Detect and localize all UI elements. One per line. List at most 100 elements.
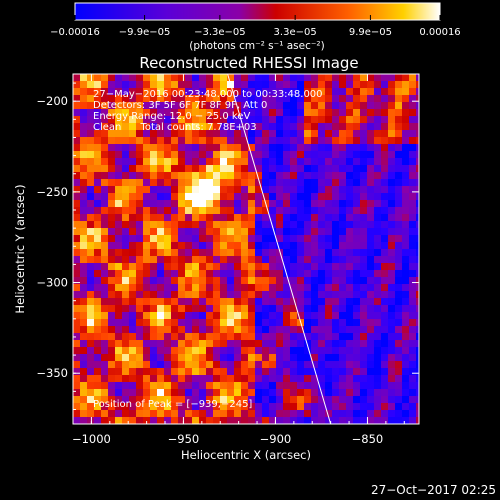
heatmap-cell [227,382,234,389]
heatmap-cell [353,340,360,347]
heatmap-cell [416,347,419,354]
heatmap-cell [157,368,164,375]
heatmap-cell [283,109,290,116]
heatmap-cell [80,207,87,214]
heatmap-cell [402,326,409,333]
solar-limb-line [227,74,332,424]
heatmap-cell [416,116,419,123]
heatmap-cell [395,249,402,256]
heatmap-cell [206,249,213,256]
heatmap-cell [122,389,129,396]
heatmap-cell [157,410,164,417]
heatmap-cell [339,102,346,109]
heatmap-cell [311,319,318,326]
heatmap-cell [353,298,360,305]
heatmap-cell [381,116,388,123]
heatmap-cell [283,326,290,333]
heatmap-cell [269,256,276,263]
heatmap-cell [325,151,332,158]
heatmap-cell [115,81,122,88]
heatmap-cell [213,333,220,340]
heatmap-cell [325,305,332,312]
heatmap-cell [213,172,220,179]
heatmap-cell [150,88,157,95]
heatmap-cell [185,228,192,235]
heatmap-cell [115,158,122,165]
heatmap-cell [248,256,255,263]
heatmap-cell [311,158,318,165]
heatmap-cell [290,81,297,88]
heatmap-cell [192,144,199,151]
heatmap-cell [192,186,199,193]
heatmap-cell [115,165,122,172]
heatmap-cell [213,277,220,284]
heatmap-cell [171,340,178,347]
heatmap-cell [241,410,248,417]
heatmap-cell [73,74,80,81]
heatmap-cell [269,284,276,291]
heatmap-cell [178,312,185,319]
heatmap-cell [297,116,304,123]
heatmap-cell [304,116,311,123]
heatmap-cell [234,228,241,235]
heatmap-cell [192,417,199,424]
heatmap-cell [185,263,192,270]
heatmap-cell [388,235,395,242]
heatmap-cell [241,186,248,193]
heatmap-cell [332,102,339,109]
heatmap-cell [248,368,255,375]
heatmap-cell [101,291,108,298]
heatmap-cell [374,312,381,319]
heatmap-cell [129,137,136,144]
heatmap-cell [206,88,213,95]
heatmap-cell [255,354,262,361]
heatmap-cell [136,221,143,228]
heatmap-cell [227,368,234,375]
heatmap-cell [290,235,297,242]
heatmap-cell [276,165,283,172]
heatmap-cell [199,340,206,347]
heatmap-cell [241,74,248,81]
heatmap-cell [339,235,346,242]
heatmap-cell [129,200,136,207]
heatmap-cell [129,305,136,312]
heatmap-cell [80,81,87,88]
heatmap-cell [367,270,374,277]
heatmap-cell [143,256,150,263]
heatmap-cell [339,158,346,165]
heatmap-cell [297,417,304,424]
heatmap-cell [255,277,262,284]
heatmap-cell [164,249,171,256]
heatmap-cell [388,116,395,123]
heatmap-cell [297,186,304,193]
heatmap-cell [360,214,367,221]
heatmap-cell [339,193,346,200]
heatmap-cell [255,81,262,88]
heatmap-cell [136,396,143,403]
heatmap-cell [402,410,409,417]
heatmap-cell [367,305,374,312]
heatmap-cell [395,235,402,242]
heatmap-cell [101,102,108,109]
heatmap-cell [402,235,409,242]
heatmap-cell [416,221,419,228]
heatmap-cell [164,417,171,424]
heatmap-cell [234,151,241,158]
heatmap-cell [143,298,150,305]
colorbar-tick-label: 0.00016 [419,27,460,38]
heatmap-cell [87,389,94,396]
heatmap-cell [185,207,192,214]
heatmap-cell [73,368,80,375]
heatmap-cell [101,333,108,340]
heatmap-cell [178,256,185,263]
heatmap-cell [318,361,325,368]
heatmap-cell [101,74,108,81]
heatmap-cell [213,151,220,158]
heatmap-cell [157,396,164,403]
heatmap-cell [213,368,220,375]
heatmap-cell [143,179,150,186]
heatmap-cell [304,102,311,109]
heatmap-cell [360,123,367,130]
heatmap-cell [73,284,80,291]
heatmap-cell [374,123,381,130]
